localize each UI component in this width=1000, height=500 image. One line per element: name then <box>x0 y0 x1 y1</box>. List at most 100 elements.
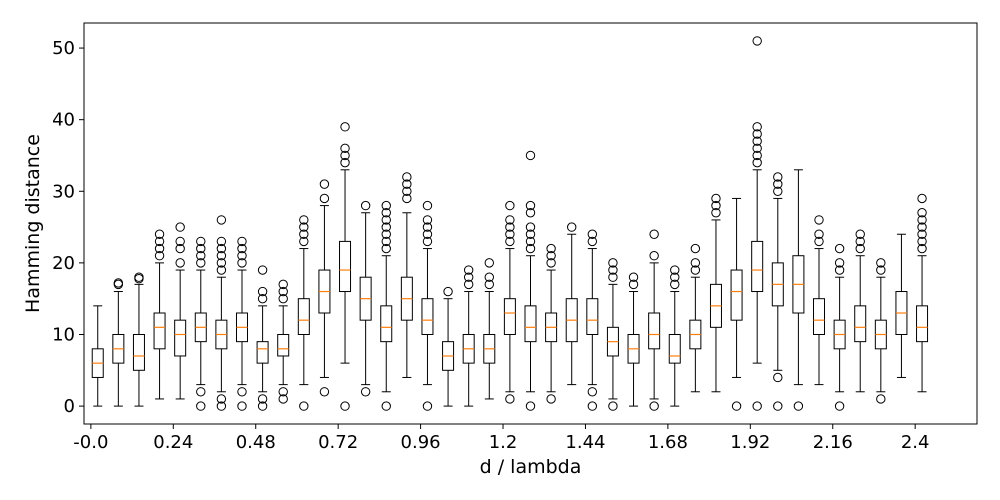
outlier-point <box>237 258 247 268</box>
outlier-point <box>752 401 762 411</box>
outlier-point <box>505 236 515 247</box>
x-axis-title: d / lambda <box>480 456 582 478</box>
outlier-point <box>381 401 391 411</box>
outlier-point <box>216 243 227 254</box>
outlier-point <box>752 150 762 161</box>
outlier-point <box>484 279 494 290</box>
outlier-point <box>876 258 886 268</box>
outlier-point <box>752 143 762 154</box>
outlier-point <box>649 401 659 411</box>
box-group <box>771 172 784 411</box>
box-group <box>91 305 104 407</box>
outlier-point <box>257 293 268 304</box>
outlier-point <box>525 236 536 247</box>
outlier-point <box>422 200 433 211</box>
box <box>916 305 929 343</box>
outlier-point <box>196 243 206 254</box>
outlier-point <box>278 293 288 304</box>
x-tick-label: 1.44 <box>565 432 605 453</box>
x-tick-label: 0.72 <box>318 432 358 453</box>
y-tick-label: 10 <box>52 324 75 345</box>
box-group <box>606 258 619 411</box>
box <box>132 333 145 371</box>
outlier-point <box>587 229 598 239</box>
outlier-point <box>422 222 433 232</box>
outlier-point <box>608 401 618 411</box>
box-group <box>545 243 558 404</box>
outlier-point <box>752 122 762 132</box>
box <box>751 240 764 293</box>
box <box>503 298 516 335</box>
box-group <box>277 279 290 404</box>
x-tick-label: 1.2 <box>489 432 518 453</box>
outlier-point <box>834 258 845 268</box>
outlier-point <box>711 208 721 218</box>
outlier-point <box>917 236 927 247</box>
outlier-point <box>505 222 515 232</box>
x-tick-label: 1.68 <box>648 432 688 453</box>
outlier-point <box>340 401 350 411</box>
outlier-point <box>546 243 556 254</box>
outlier-point <box>422 401 433 411</box>
outlier-point <box>525 229 536 239</box>
box-group <box>297 215 310 411</box>
outlier-point <box>381 208 391 218</box>
outlier-point <box>463 279 474 290</box>
box-group <box>174 222 187 400</box>
outlier-point <box>587 236 598 247</box>
outlier-point <box>196 401 206 411</box>
box <box>648 312 661 350</box>
outlier-point <box>443 286 453 297</box>
box-group <box>215 215 228 411</box>
box-group <box>256 265 269 411</box>
outlier-point <box>505 229 515 239</box>
outlier-point <box>237 401 247 411</box>
box-group <box>730 197 743 411</box>
outlier-point <box>752 136 762 146</box>
outlier-point <box>237 243 247 254</box>
outlier-point <box>834 243 845 254</box>
outlier-point <box>628 279 639 290</box>
box-group <box>112 278 125 407</box>
box-group <box>709 193 722 393</box>
x-tick-label: -0.0 <box>73 432 108 453</box>
box <box>174 319 187 357</box>
outlier-point <box>752 36 762 46</box>
outlier-point <box>381 215 391 225</box>
outlier-point <box>257 286 268 297</box>
outlier-point <box>855 236 865 247</box>
outlier-point <box>299 229 309 239</box>
y-tick-label: 30 <box>52 181 75 202</box>
box-group <box>627 272 640 407</box>
box <box>256 341 269 364</box>
outlier-point <box>175 236 185 247</box>
outlier-point <box>649 251 659 261</box>
outlier-point <box>773 372 783 383</box>
outlier-point <box>505 215 515 225</box>
plot-frame <box>83 22 978 425</box>
y-axis: 0 10 20 30 40 50 <box>52 38 84 417</box>
outlier-point <box>814 229 824 239</box>
outlier-point <box>917 215 927 225</box>
outlier-point <box>154 251 165 261</box>
outlier-point <box>216 236 227 247</box>
outlier-point <box>216 215 227 225</box>
box-group <box>442 286 455 407</box>
outlier-point <box>670 272 680 282</box>
outlier-point <box>237 387 247 397</box>
outlier-point <box>319 179 330 189</box>
y-tick-label: 50 <box>52 38 75 59</box>
outlier-point <box>113 278 124 288</box>
outlier-point <box>257 401 268 411</box>
outlier-point <box>216 251 227 261</box>
outlier-point <box>422 229 433 239</box>
outlier-point <box>814 215 824 225</box>
box-group <box>153 229 166 400</box>
outlier-point <box>608 265 618 275</box>
outlier-point <box>319 387 330 397</box>
box-group <box>854 229 867 393</box>
outlier-point <box>257 265 268 275</box>
outlier-point <box>381 229 391 239</box>
box <box>730 269 743 321</box>
outlier-point <box>505 394 515 404</box>
